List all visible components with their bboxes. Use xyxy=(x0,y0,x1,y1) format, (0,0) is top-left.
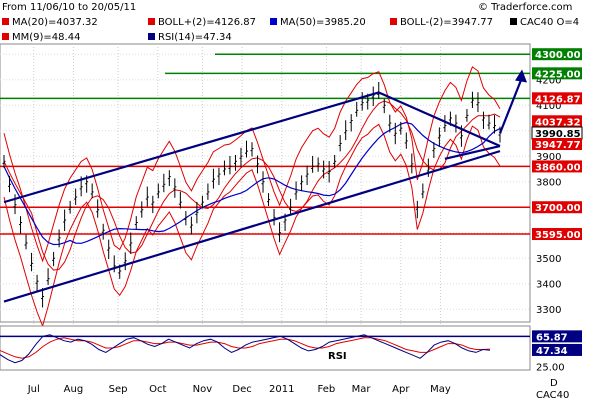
y-tick-label: 3800 xyxy=(536,178,561,189)
y-tick-label: 3500 xyxy=(536,254,561,265)
legend-rsi: RSI(14)=47.34 xyxy=(158,32,232,43)
triangle-lower-line xyxy=(444,144,501,160)
legend-swatch-mm9 xyxy=(2,33,9,40)
price-tag-boll xyxy=(532,92,582,105)
legend: MA(20)=4037.32 BOLL+(2)=4126.87 MA(50)=3… xyxy=(2,17,579,43)
legend-ma20: MA(20)=4037.32 xyxy=(12,17,98,28)
y-tick-label: 3400 xyxy=(536,280,561,291)
y-tick-label: 4100 xyxy=(536,101,561,112)
price-tag-label: 3990.85 xyxy=(535,129,581,140)
price-tag-label: 3860.00 xyxy=(535,162,581,173)
legend-swatch-rsi xyxy=(148,33,155,40)
rsi-line xyxy=(0,334,491,364)
symbol-label: CAC40 xyxy=(536,390,569,400)
y-tick-label: 3300 xyxy=(536,305,561,316)
price-tag-label: 4037.32 xyxy=(535,117,581,128)
x-tick-label: Sep xyxy=(109,384,128,395)
legend-bollminus: BOLL-(2)=3947.77 xyxy=(400,17,493,28)
price-tag-support xyxy=(532,160,582,173)
x-tick-label: 2011 xyxy=(269,384,294,395)
ma50-line xyxy=(3,121,501,246)
x-axis: Jul Aug Sep Oct Nov Dec 2011 Feb Mar Apr May xyxy=(27,384,451,395)
legend-swatch-cac40 xyxy=(510,18,517,25)
rsi-plot-frame xyxy=(0,325,531,371)
x-tick-label: Feb xyxy=(318,384,336,395)
x-tick-label: Oct xyxy=(149,384,166,395)
rsi-plot xyxy=(0,334,530,364)
y-tick-label: 3900 xyxy=(536,152,561,163)
x-tick-label: Aug xyxy=(64,384,84,395)
rsi-tag-label: 47.34 xyxy=(536,346,568,357)
date-range: From 11/06/10 to 20/05/11 xyxy=(2,2,136,13)
legend-swatch-ma50 xyxy=(270,18,277,25)
legend-cac40: CAC40 O=4 xyxy=(520,17,579,28)
price-tag-label: 3595.00 xyxy=(535,230,581,241)
price-axis: 3300340035003600370038003900400041004200… xyxy=(531,48,583,316)
x-tick-label: Nov xyxy=(193,384,213,395)
x-tick-label: Mar xyxy=(352,384,372,395)
x-tick-label: May xyxy=(430,384,451,395)
y-tick-label: 4200 xyxy=(536,76,561,87)
price-tag-resistance xyxy=(532,67,582,80)
x-tick-label: Jul xyxy=(27,384,40,395)
legend-bollplus: BOLL+(2)=4126.87 xyxy=(158,17,256,28)
x-tick-label: Dec xyxy=(232,384,251,395)
channel-lower-line xyxy=(3,150,501,303)
period-label: D xyxy=(550,378,558,389)
legend-swatch-bollplus xyxy=(148,18,155,25)
boll-lower-line xyxy=(3,123,501,328)
price-plot-frame xyxy=(0,43,531,323)
price-tag-label: 4126.87 xyxy=(535,94,581,105)
price-tag-boll xyxy=(532,137,582,150)
rsi-label: RSI xyxy=(328,351,347,362)
price-tag-label: 3700.00 xyxy=(535,203,581,214)
ma20-line xyxy=(3,100,501,271)
price-tag-support xyxy=(532,228,582,241)
mm9-line xyxy=(0,337,491,359)
price-tag-boll xyxy=(532,115,582,128)
price-tag-label: 4225.00 xyxy=(535,69,581,80)
price-tag-support xyxy=(532,201,582,214)
triangle-upper-line xyxy=(378,91,501,148)
legend-swatch-bollminus xyxy=(390,18,397,25)
x-tick-label: Apr xyxy=(392,384,410,395)
legend-ma50: MA(50)=3985.20 xyxy=(280,17,366,28)
channel-upper-line xyxy=(3,91,380,204)
projection-arrow xyxy=(498,77,524,134)
rsi-y-tick-label: 25.00 xyxy=(536,362,565,373)
price-tag-label: 4300.00 xyxy=(535,50,581,61)
rsi-tag xyxy=(532,330,582,343)
rsi-axis: 65.87 47.34 25.00 xyxy=(532,330,582,373)
legend-swatch-ma20 xyxy=(2,18,9,25)
rsi-tag xyxy=(532,343,582,356)
copyright: © Traderforce.com xyxy=(478,2,572,13)
rsi-tag-label: 65.87 xyxy=(536,332,568,343)
projection-arrowhead xyxy=(515,69,528,83)
price-plot xyxy=(0,53,530,328)
price-tag-resistance xyxy=(532,48,582,61)
price-tag-label: 3947.77 xyxy=(535,140,581,151)
boll-upper-line xyxy=(3,66,501,263)
legend-mm9: MM(9)=48.44 xyxy=(12,32,80,43)
